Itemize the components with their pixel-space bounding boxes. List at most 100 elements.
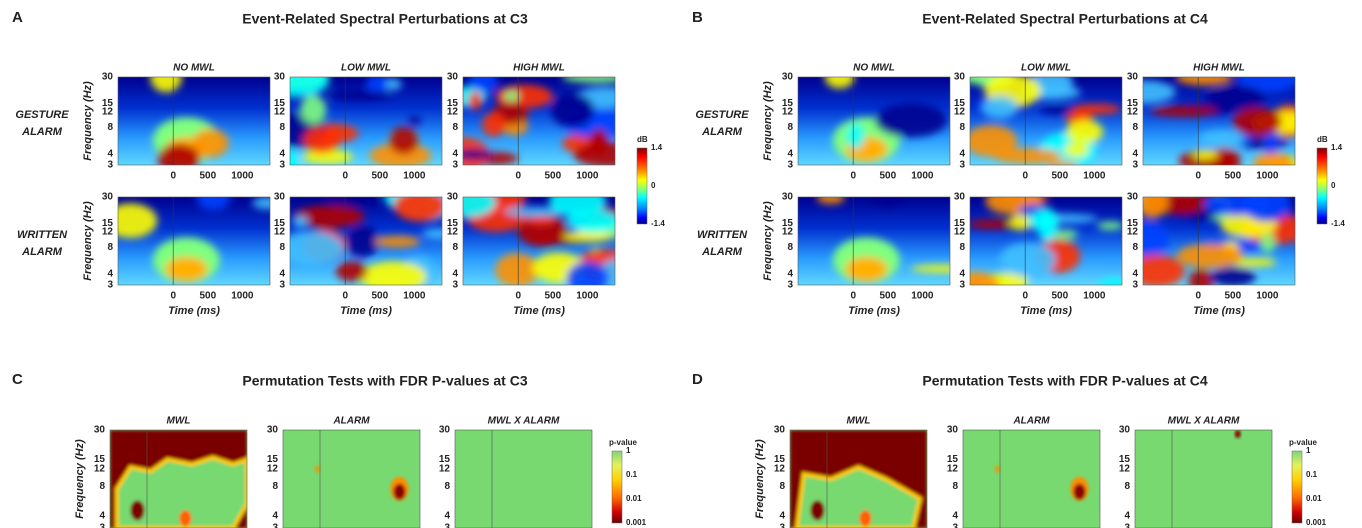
y-tick-label: 3 — [952, 523, 958, 528]
x-tick-label: 500 — [879, 291, 896, 302]
row-label: GESTURE — [15, 109, 69, 121]
blob — [303, 126, 340, 154]
blob — [393, 483, 406, 500]
heatmap — [118, 197, 270, 285]
y-tick-label: 30 — [274, 192, 286, 203]
heatmap-frame — [969, 196, 1123, 286]
heatmap — [455, 430, 592, 528]
y-tick-label: 30 — [274, 72, 286, 83]
heatmap-frame — [117, 76, 271, 166]
heatmap-blobs — [1234, 430, 1241, 438]
blob — [302, 149, 354, 164]
heatmap-blobs — [290, 197, 442, 285]
y-tick-label: 15 — [954, 98, 966, 109]
y-tick-label: 8 — [787, 242, 793, 253]
colorbar-label: p-value — [609, 438, 638, 447]
blob — [300, 95, 327, 125]
x-tick-label: 1000 — [576, 291, 599, 302]
x-tick-label: 1000 — [1083, 171, 1106, 182]
heatmap — [290, 197, 442, 285]
y-tick-label: 4 — [959, 269, 965, 280]
y-tick-label: 8 — [787, 122, 793, 133]
y-tick-label: 12 — [782, 227, 794, 238]
y-tick-label: 4 — [779, 510, 785, 521]
panel-title: Permutation Tests with FDR P-values at C… — [922, 373, 1207, 389]
y-tick-label: 12 — [954, 227, 966, 238]
heatmap-frame — [462, 196, 616, 286]
blob — [874, 103, 947, 138]
blob — [1143, 221, 1169, 257]
y-tick-label: 3 — [107, 280, 113, 291]
heatmap-blobs — [970, 197, 1122, 285]
heatmap-blobs — [970, 77, 1122, 165]
colorbar-tick-label: 0.001 — [1306, 518, 1327, 527]
blob — [407, 116, 422, 125]
colorbar-label: dB — [637, 135, 648, 144]
heatmap-frame — [969, 76, 1123, 166]
blob — [369, 143, 432, 165]
heatmap-frame — [962, 429, 1101, 528]
y-tick-label: 3 — [1132, 280, 1138, 291]
blob — [1046, 160, 1079, 165]
x-tick-label: 1000 — [403, 291, 426, 302]
column-title: ALARM — [332, 416, 370, 427]
blob — [130, 500, 145, 521]
heatmap-frame — [1142, 76, 1296, 166]
y-tick-label: 4 — [99, 510, 105, 521]
blob — [1231, 257, 1277, 267]
panel-title: Permutation Tests with FDR P-values at C… — [242, 373, 527, 389]
y-tick-label: 12 — [274, 227, 286, 238]
y-tick-label: 4 — [272, 510, 278, 521]
x-tick-label: 0 — [1022, 171, 1028, 182]
blob — [468, 91, 483, 111]
panel: D Permutation Tests with FDR P-values at … — [692, 371, 1327, 528]
blob — [550, 92, 595, 128]
y-tick-label: 15 — [947, 454, 959, 465]
y-tick-label: 15 — [954, 218, 966, 229]
column-title: NO MWL — [173, 63, 215, 74]
y-tick-label: 15 — [782, 98, 794, 109]
y-tick-label: 12 — [94, 464, 106, 475]
blob — [1064, 142, 1089, 158]
blob — [482, 112, 506, 137]
colorbar-tick-label: 1 — [626, 446, 631, 455]
blob — [366, 77, 388, 94]
blob — [292, 215, 309, 229]
x-tick-label: 500 — [1051, 291, 1068, 302]
blob — [325, 197, 378, 206]
row-label: WRITTEN — [17, 229, 68, 241]
y-tick-label: 8 — [272, 481, 278, 492]
blob — [503, 90, 520, 102]
y-tick-label: 3 — [279, 160, 285, 171]
y-axis-label: Frequency (Hz) — [74, 439, 86, 519]
y-tick-label: 8 — [779, 481, 785, 492]
y-tick-label: 30 — [782, 192, 794, 203]
x-tick-label: 500 — [1224, 171, 1241, 182]
x-tick-label: 0 — [342, 291, 348, 302]
x-tick-label: 500 — [371, 171, 388, 182]
panel: C Permutation Tests with FDR P-values at … — [12, 371, 647, 528]
colorbar-tick-label: 0 — [651, 181, 656, 190]
y-tick-label: 30 — [447, 72, 459, 83]
blob — [1143, 254, 1185, 285]
colorbar-label: dB — [1317, 135, 1328, 144]
y-tick-label: 4 — [452, 269, 458, 280]
panel-letter: C — [12, 371, 23, 388]
colorbar-tick-label: 0.01 — [626, 494, 642, 503]
x-tick-label: 1000 — [576, 171, 599, 182]
heatmap-blobs — [290, 77, 432, 165]
x-axis-label: Time (ms) — [1193, 305, 1245, 317]
x-tick-label: 500 — [879, 171, 896, 182]
y-axis-label: Frequency (Hz) — [762, 81, 774, 161]
y-tick-label: 8 — [279, 122, 285, 133]
blob — [1073, 483, 1086, 500]
y-tick-label: 15 — [102, 218, 114, 229]
blob — [1209, 266, 1256, 285]
panel-letter: D — [692, 371, 703, 388]
y-tick-label: 30 — [447, 192, 459, 203]
y-tick-label: 15 — [274, 98, 286, 109]
column-title: HIGH MWL — [513, 63, 565, 74]
y-tick-label: 3 — [1124, 523, 1130, 528]
x-axis-label: Time (ms) — [1020, 305, 1072, 317]
y-tick-label: 8 — [444, 481, 450, 492]
